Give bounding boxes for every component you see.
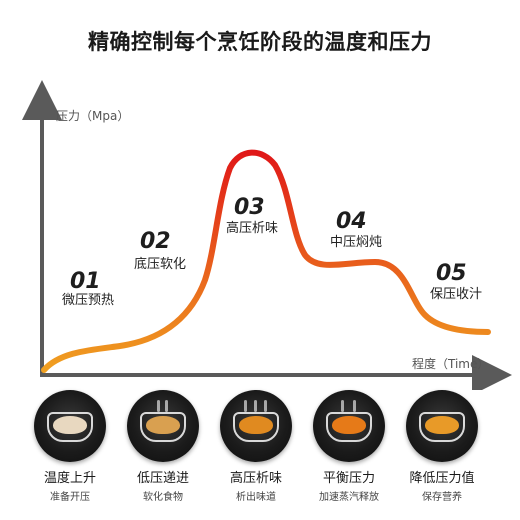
step-title: 平衡压力 (322, 471, 375, 486)
stage-3-label: 高压析味 (226, 220, 278, 236)
pot-icon (34, 390, 106, 462)
step-title: 高压析味 (229, 471, 282, 486)
stage-4-label: 中压焖炖 (330, 235, 382, 250)
pot-icon (406, 390, 478, 462)
step-balance-pressure: 平衡压力 加速蒸汽释放 (307, 390, 391, 503)
x-axis-label: 程度（Time） (412, 356, 489, 371)
step-title: 低压递进 (136, 471, 189, 486)
stage-2-number: 02 (140, 229, 171, 254)
food-icon (239, 416, 273, 434)
pot-icon (220, 390, 292, 462)
stage-1-label: 微压预热 (62, 293, 114, 308)
step-subtitle: 析出味道 (236, 492, 276, 503)
step-subtitle: 加速蒸汽释放 (319, 492, 379, 503)
food-icon (146, 416, 180, 434)
step-high-pressure: 高压析味 析出味道 (214, 390, 298, 503)
stage-5-number: 05 (436, 261, 467, 286)
pot-icon (313, 390, 385, 462)
stage-3-number: 03 (234, 195, 265, 220)
stage-4-number: 04 (336, 209, 367, 234)
y-axis-label: 压力（Mpa） (56, 109, 129, 123)
stage-1-number: 01 (70, 269, 101, 294)
step-subtitle: 保存营养 (422, 492, 462, 503)
cooking-steps: 温度上升 准备开压 低压递进 软化食物 高压析味 析出味道 平衡压力 加速蒸汽释… (28, 390, 492, 508)
pot-icon (127, 390, 199, 462)
food-icon (53, 416, 87, 434)
step-title: 温度上升 (43, 471, 96, 486)
stage-5-label: 保压收汁 (430, 287, 482, 302)
stage-2-label: 底压软化 (134, 256, 186, 272)
pressure-curve (41, 149, 491, 373)
step-temperature-rise: 温度上升 准备开压 (28, 390, 112, 503)
food-icon (425, 416, 459, 434)
step-reduce-pressure: 降低压力值 保存营养 (400, 390, 484, 503)
food-icon (332, 416, 366, 434)
step-low-pressure: 低压递进 软化食物 (121, 390, 205, 503)
page-title: 精确控制每个烹饪阶段的温度和压力 (88, 30, 432, 54)
pressure-chart: 压力（Mpa） 程度（Time） 01 微压预热 02 底压软化 03 高压析味… (22, 80, 512, 390)
step-subtitle: 软化食物 (143, 492, 183, 503)
step-subtitle: 准备开压 (50, 492, 90, 503)
step-title: 降低压力值 (409, 471, 475, 486)
